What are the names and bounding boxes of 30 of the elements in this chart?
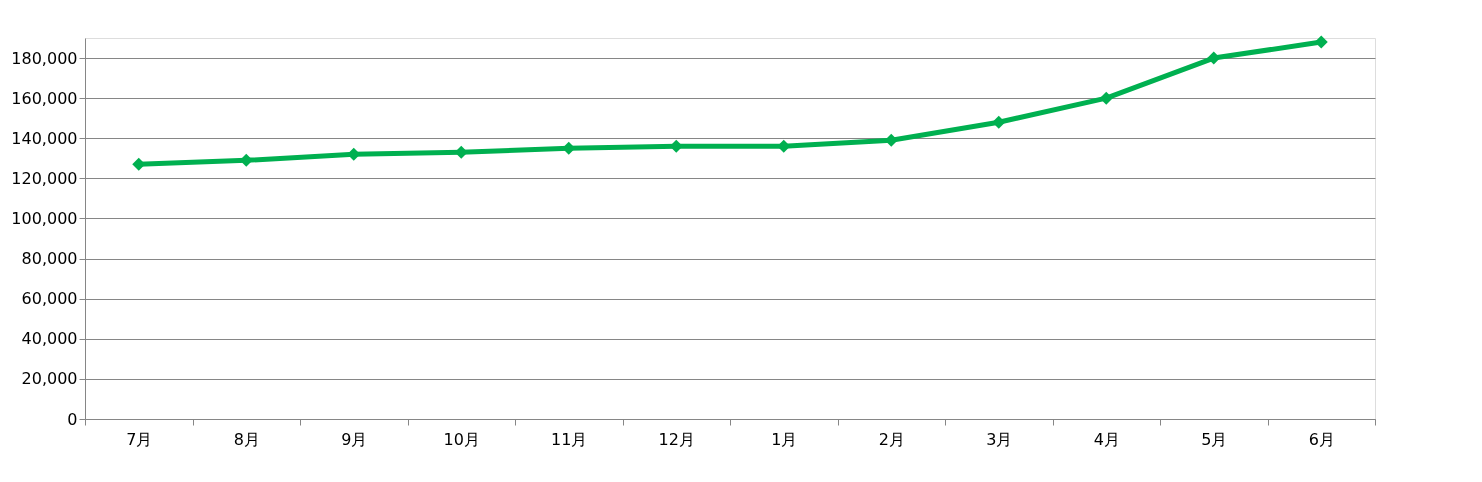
point <box>992 115 1006 129</box>
point <box>1207 51 1221 65</box>
y-tick-label: 20,000 <box>21 369 78 389</box>
x-tick-label: 9月 <box>341 429 368 449</box>
x-tick-label: 1月 <box>771 429 798 449</box>
x-tick-label: 11月 <box>551 429 588 449</box>
y-tick-label: 60,000 <box>21 289 78 309</box>
x-tick-label: 4月 <box>1093 429 1120 449</box>
point <box>562 141 576 155</box>
x-tick-label: 6月 <box>1308 429 1335 449</box>
point <box>347 147 361 161</box>
y-tick-label: 160,000 <box>11 88 78 108</box>
y-tick-label: 180,000 <box>11 48 78 68</box>
point <box>1099 91 1113 105</box>
x-tick-label: 2月 <box>878 429 905 449</box>
x-tick-label: 3月 <box>986 429 1013 449</box>
y-tick-label: 120,000 <box>11 168 78 188</box>
x-tick-label: 7月 <box>126 429 153 449</box>
y-tick-label: 140,000 <box>11 128 78 148</box>
point <box>1314 35 1328 49</box>
point <box>132 157 146 171</box>
y-tick-label: 80,000 <box>21 249 78 269</box>
x-tick-label: 12月 <box>658 429 695 449</box>
x-tick-label: 5月 <box>1201 429 1228 449</box>
y-tick-label: 40,000 <box>21 329 78 349</box>
point <box>777 139 791 153</box>
y-tick-label: 0 <box>67 409 78 429</box>
x-tick-label: 8月 <box>233 429 260 449</box>
y-tick-label: 100,000 <box>11 208 78 228</box>
x-tick-label: 10月 <box>443 429 480 449</box>
